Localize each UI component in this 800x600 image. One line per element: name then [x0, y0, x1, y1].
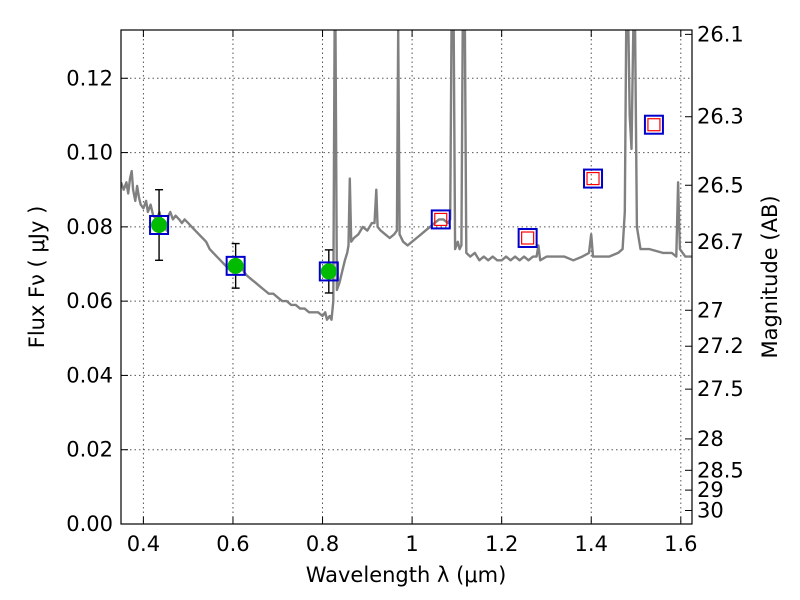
y-tick-label: 0.02	[66, 438, 113, 462]
y-tick-label: 0.06	[66, 289, 113, 313]
y2-tick-label: 27	[697, 298, 724, 322]
x-tick-label: 0.6	[216, 532, 249, 556]
y2-tick-label: 28.5	[697, 458, 744, 482]
model-flux-box	[149, 215, 170, 235]
upper-limit-box	[521, 231, 535, 245]
x-tick-label: 1.6	[664, 532, 697, 556]
model-flux-box	[225, 255, 246, 276]
y-tick-label: 0.00	[66, 512, 113, 536]
y-tick-label: 0.12	[66, 66, 113, 90]
x-tick-label: 1.2	[485, 532, 518, 556]
plot-area	[121, 30, 692, 321]
y2-tick-label: 29	[697, 478, 724, 502]
plot-frame	[120, 29, 693, 525]
upper-limit-box	[434, 212, 448, 227]
y2-tick-label: 30	[697, 499, 724, 523]
y2-tick-label: 26.5	[697, 173, 744, 197]
model-flux-box	[643, 114, 664, 135]
model-spectrum-line	[121, 30, 692, 321]
y2-tick-label: 27.2	[697, 334, 744, 358]
observed-flux-point	[320, 263, 337, 280]
x-axis-label: Wavelength λ (μm)	[306, 563, 507, 587]
model-flux-box	[430, 209, 451, 230]
y2-tick-label: 26.7	[697, 230, 744, 254]
observed-flux-point	[151, 217, 168, 233]
x-tick-label: 0.4	[127, 532, 160, 556]
y2-axis-label: Magnitude (AB)	[758, 195, 782, 358]
y-tick-label: 0.04	[66, 363, 113, 387]
y-axis-ticks: 0.00 0.02 0.04 0.06 0.08 0.10 0.12	[66, 66, 128, 536]
x-axis-ticks: 0.4 0.6 0.8 1 1.2 1.4 1.6	[127, 30, 698, 556]
x-tick-label: 1	[405, 532, 418, 556]
x-tick-label: 0.8	[306, 532, 339, 556]
y-tick-label: 0.10	[66, 141, 113, 165]
model-flux-box	[583, 168, 604, 189]
y-axis-label: Flux Fν ( μJy )	[25, 206, 49, 349]
x-tick-label: 1.4	[575, 532, 608, 556]
photometry-markers	[149, 114, 664, 294]
upper-limit-box	[647, 118, 661, 132]
y2-tick-label: 28	[697, 427, 724, 451]
model-flux-box	[318, 261, 339, 282]
grid-lines	[121, 30, 692, 525]
model-flux-box	[517, 228, 538, 248]
observed-flux-point	[227, 257, 244, 274]
y2-tick-label: 26.3	[697, 105, 744, 129]
y2-tick-label: 27.5	[697, 377, 744, 401]
y2-tick-label: 26.1	[697, 22, 744, 46]
upper-limit-box	[586, 171, 600, 186]
y-tick-label: 0.08	[66, 215, 113, 239]
